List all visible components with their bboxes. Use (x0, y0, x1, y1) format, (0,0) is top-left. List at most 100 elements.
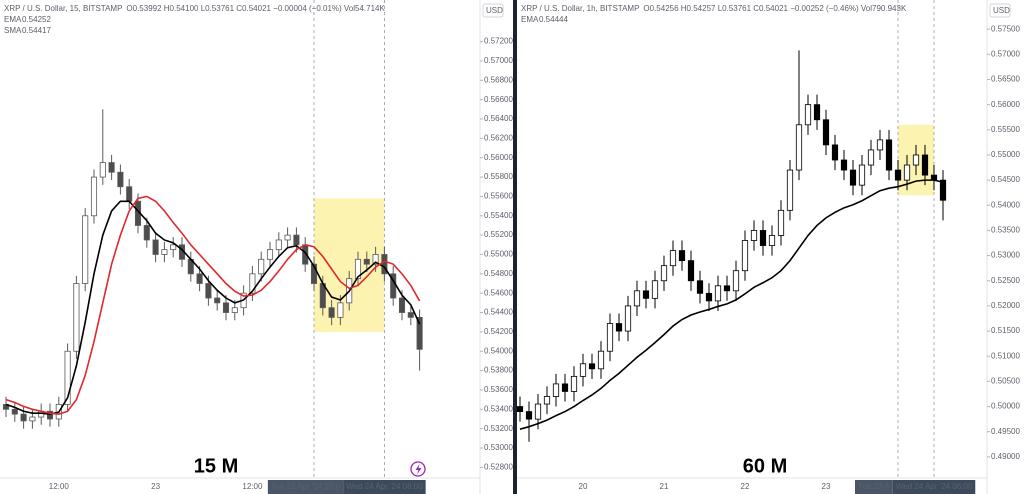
candle-body (813, 104, 821, 121)
y-tick-label: 0.51500 (991, 326, 1020, 335)
y-tick-label: 0.54500 (991, 175, 1020, 184)
currency-label: USD (993, 6, 1010, 15)
candle-body (804, 104, 812, 126)
y-tick-label: 0.55400 (484, 211, 513, 220)
candle-body (152, 239, 159, 255)
range-label: Tue 23 Apr '24 20:0 (271, 482, 341, 491)
currency-box (482, 3, 504, 18)
highlight-zone (314, 198, 385, 332)
candle-body (46, 410, 54, 420)
candle-body (723, 285, 731, 292)
candle-body (552, 383, 560, 397)
candle-body (407, 312, 414, 318)
candle-body (196, 273, 203, 284)
range-label-bg (854, 480, 893, 494)
candle-body (615, 323, 623, 332)
candle-body (867, 149, 875, 166)
range-label-bg (343, 480, 426, 494)
candle-body (759, 230, 767, 246)
y-tick-label: 0.53400 (484, 404, 513, 413)
candle-body (310, 263, 318, 284)
candle-body (126, 186, 133, 202)
y-tick-label: 0.52000 (991, 301, 1020, 310)
x-tick-label: 12:00 (49, 482, 70, 491)
candle-body (20, 413, 27, 422)
panel-divider (513, 0, 517, 494)
candle-body (606, 323, 614, 352)
indicator-line (519, 179, 944, 430)
y-tick-label: 0.53200 (484, 424, 513, 433)
candle-body (732, 270, 740, 292)
candle-body (624, 305, 632, 332)
candle-body (912, 154, 920, 166)
y-tick-label: 0.53000 (484, 443, 513, 452)
y-tick-label: 0.53000 (991, 251, 1020, 260)
candle-body (858, 164, 866, 186)
candle-body (669, 250, 677, 267)
y-tick-label: 0.57000 (991, 49, 1020, 58)
y-tick-label: 0.56400 (484, 114, 513, 123)
candle-body (786, 169, 794, 211)
y-tick-label: 0.57000 (484, 56, 513, 65)
candle-body (222, 302, 230, 313)
candle-body (372, 254, 379, 265)
y-tick-label: 0.55500 (991, 125, 1020, 134)
candle-body (381, 254, 388, 275)
y-tick-label: 0.54000 (484, 346, 513, 355)
candle-body (416, 316, 423, 350)
y-tick-label: 0.54200 (484, 327, 513, 336)
currency-box (989, 3, 1011, 18)
candle-body (795, 124, 803, 171)
candle-body (64, 350, 71, 405)
indicator-name: EMA (521, 15, 539, 24)
y-tick-label: 0.52500 (991, 276, 1020, 285)
y-tick-label: 0.53600 (484, 385, 513, 394)
candle-body (143, 225, 150, 241)
candle-body (597, 350, 605, 370)
candle-body (696, 280, 704, 294)
candle-body (921, 154, 929, 176)
candle-body (117, 171, 124, 188)
x-tick-label: 22 (741, 482, 750, 491)
y-tick-label: 0.49000 (991, 452, 1020, 461)
candle-body (284, 234, 291, 241)
candle-body (90, 176, 98, 217)
candle-body (231, 307, 238, 313)
candle-body (214, 297, 221, 304)
y-tick-label: 0.53500 (991, 226, 1020, 235)
candle-body (714, 285, 722, 302)
x-tick-label: 21 (660, 482, 669, 491)
y-tick-label: 0.53800 (484, 366, 513, 375)
candle-body (275, 239, 282, 251)
x-tick-label: 23 (151, 482, 160, 491)
candle-body (939, 179, 947, 201)
candle-body (687, 260, 695, 282)
y-tick-label: 0.55800 (484, 172, 513, 181)
range-label-bg (892, 480, 976, 494)
candle-body (328, 307, 335, 318)
currency-label: USD (486, 6, 503, 15)
x-tick-label: 20 (579, 482, 588, 491)
candle-body (398, 297, 406, 313)
candle-body (525, 411, 533, 420)
y-tick-label: 0.56800 (484, 75, 513, 84)
candle-body (849, 169, 857, 186)
y-tick-label: 0.54000 (991, 200, 1020, 209)
candle-body (108, 162, 115, 173)
candle-body (205, 283, 212, 299)
candle-body (249, 273, 256, 294)
candle-body (768, 235, 776, 246)
y-tick-label: 0.56600 (484, 95, 513, 104)
candle-body (894, 169, 902, 181)
flash-icon (410, 461, 426, 477)
y-tick-label: 0.52800 (484, 462, 513, 471)
candle-body (543, 396, 551, 405)
y-tick-label: 0.54400 (484, 308, 513, 317)
candle-body (885, 139, 893, 171)
candle-body (876, 139, 884, 151)
timeframe-annotation: 15 M (194, 455, 238, 477)
candle-body (561, 383, 569, 392)
y-tick-label: 0.55000 (991, 150, 1020, 159)
indicator-line (5, 195, 421, 415)
candle-body (831, 144, 839, 161)
